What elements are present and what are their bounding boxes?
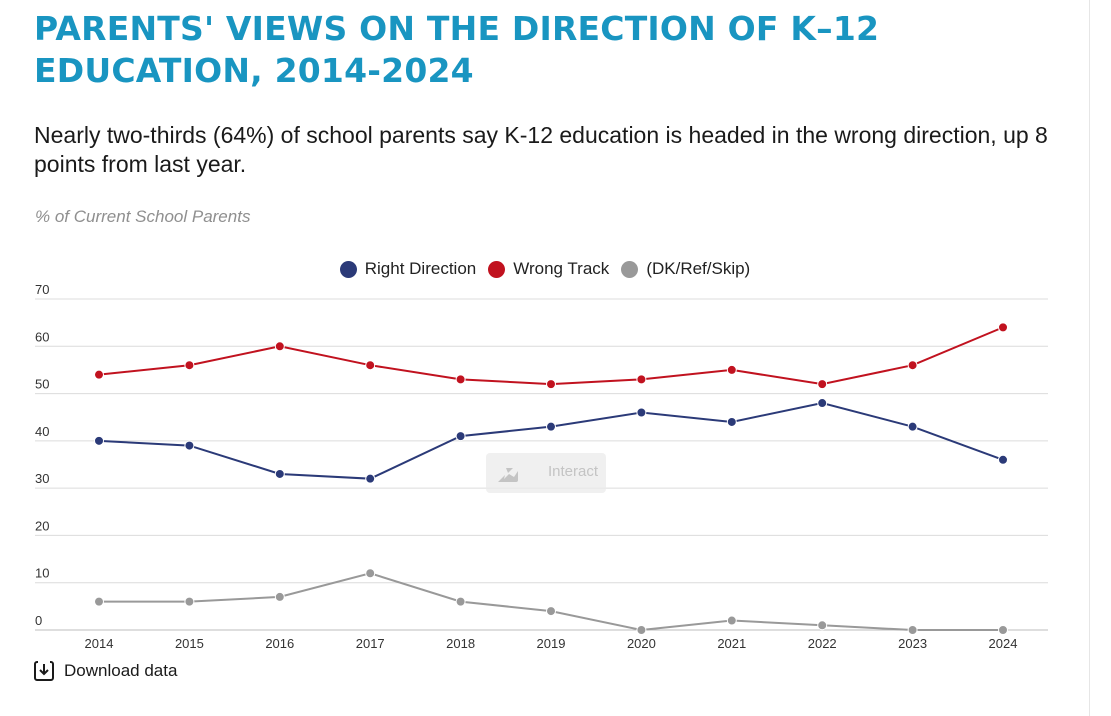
data-point-wrong-track-2023: [907, 360, 918, 371]
data-point-dk-ref-skip-2024: [998, 625, 1008, 635]
data-point-right-direction-2018: [455, 431, 466, 442]
interact-button[interactable]: Interact: [486, 453, 606, 493]
data-point-right-direction-2024: [998, 454, 1008, 465]
chart-title: PARENTS' VIEWS ON THE DIRECTION OF K–12 …: [34, 9, 880, 90]
x-tick-label-2017: 2017: [356, 636, 385, 651]
chart-subtitle: Nearly two-thirds (64%) of school parent…: [34, 122, 1048, 177]
data-point-right-direction-2023: [907, 421, 918, 432]
download-data-label: Download data: [64, 661, 178, 680]
data-point-right-direction-2021: [726, 416, 737, 427]
y-axis-caption: % of Current School Parents: [35, 207, 251, 226]
legend-swatch-wrong-track: [488, 260, 506, 278]
data-point-right-direction-2019: [546, 421, 556, 432]
y-tick-label-40: 40: [35, 424, 49, 439]
data-point-dk-ref-skip-2022: [817, 620, 828, 631]
data-point-wrong-track-2022: [817, 379, 828, 390]
data-point-wrong-track-2019: [546, 379, 556, 390]
data-point-wrong-track-2017: [365, 360, 376, 371]
x-tick-label-2018: 2018: [446, 636, 475, 651]
legend-item-right-direction[interactable]: Right Direction: [339, 259, 477, 279]
data-point-wrong-track-2015: [184, 360, 195, 371]
data-point-dk-ref-skip-2015: [184, 596, 195, 607]
data-point-right-direction-2017: [365, 473, 376, 484]
data-point-wrong-track-2014: [94, 369, 104, 380]
x-tick-label-2024: 2024: [989, 636, 1018, 651]
x-tick-label-2019: 2019: [537, 636, 566, 651]
data-point-wrong-track-2016: [274, 341, 285, 352]
y-tick-label-70: 70: [35, 282, 49, 297]
y-tick-label-50: 50: [35, 377, 49, 392]
legend-swatch-right-direction: [339, 260, 357, 278]
x-tick-label-2022: 2022: [808, 636, 837, 651]
x-tick-label-2014: 2014: [85, 636, 114, 651]
x-tick-label-2020: 2020: [627, 636, 656, 651]
x-tick-label-2016: 2016: [265, 636, 294, 651]
download-icon: [34, 660, 54, 681]
data-point-dk-ref-skip-2017: [365, 568, 376, 579]
data-point-dk-ref-skip-2021: [726, 615, 737, 626]
pointer-hand-icon: [498, 468, 518, 482]
y-tick-label-60: 60: [35, 329, 49, 344]
data-point-right-direction-2014: [94, 435, 104, 446]
y-tick-label-0: 0: [35, 613, 42, 628]
legend-item-dk-ref-skip[interactable]: (DK/Ref/Skip): [621, 259, 750, 279]
data-point-wrong-track-2024: [998, 322, 1008, 333]
series-line-dk-ref-skip: [99, 572, 1003, 632]
data-point-dk-ref-skip-2016: [274, 591, 285, 602]
chart-legend: Right Direction Wrong Track (DK/Ref/Skip): [0, 259, 1090, 279]
y-tick-label-20: 20: [35, 518, 49, 533]
legend-item-wrong-track[interactable]: Wrong Track: [488, 259, 609, 279]
data-point-right-direction-2022: [817, 398, 828, 409]
x-tick-label-2015: 2015: [175, 636, 204, 651]
data-point-dk-ref-skip-2023: [907, 625, 918, 635]
data-point-right-direction-2020: [636, 407, 647, 418]
download-data-button[interactable]: Download data: [33, 660, 177, 682]
data-point-wrong-track-2021: [726, 364, 737, 375]
x-tick-label-2023: 2023: [898, 636, 927, 651]
data-point-dk-ref-skip-2014: [94, 596, 104, 607]
y-tick-label-10: 10: [35, 566, 49, 581]
legend-label-dk-ref-skip: (DK/Ref/Skip): [646, 259, 751, 278]
data-point-wrong-track-2018: [455, 374, 466, 385]
series-line-wrong-track: [98, 326, 1004, 386]
data-point-dk-ref-skip-2019: [546, 606, 556, 617]
data-point-right-direction-2016: [274, 468, 285, 479]
data-point-dk-ref-skip-2018: [455, 596, 466, 607]
legend-label-wrong-track: Wrong Track: [513, 259, 610, 278]
data-point-right-direction-2015: [184, 440, 195, 451]
interact-label: Interact: [548, 463, 599, 480]
x-tick-label-2021: 2021: [717, 636, 746, 651]
data-point-dk-ref-skip-2020: [636, 625, 647, 635]
data-point-wrong-track-2020: [636, 374, 647, 385]
y-tick-label-30: 30: [35, 471, 49, 486]
legend-swatch-dk-ref-skip: [621, 260, 639, 278]
legend-label-right-direction: Right Direction: [364, 259, 477, 278]
